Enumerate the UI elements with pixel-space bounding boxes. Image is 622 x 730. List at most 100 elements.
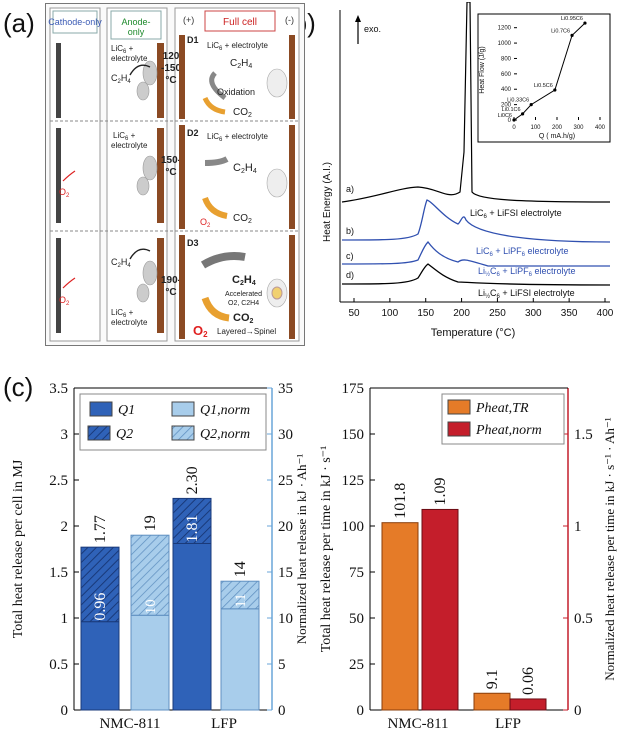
col-header-cathode: Cathode-only (48, 17, 102, 27)
polarity-minus: (-) (285, 15, 294, 25)
inset-point (583, 21, 587, 25)
curve-b (341, 199, 611, 243)
inset-point-label: Li0.5C6 (534, 83, 553, 89)
x-tick-label: 400 (597, 308, 614, 319)
product-d1: CO2 (233, 107, 252, 119)
legend: Pheat,TR Pheat,norm (441, 393, 565, 445)
bar-q2 (172, 497, 212, 544)
col-header-full-cell: Full cell (223, 17, 257, 28)
x-tick-label: 100 (382, 308, 399, 319)
inset-y-tick-label: 0 (508, 118, 512, 124)
y-tick-label-left: 0.5 (49, 657, 68, 673)
legend: Q1 Q1,norm Q2 Q2,norm (79, 393, 267, 451)
curve-label-a: LiC6 + LiFSI electrolyte (470, 208, 562, 220)
inset-y-tick-label: 1200 (498, 26, 512, 32)
y-tick-label-right: 25 (278, 473, 293, 489)
curve-label-b: LiC6 + LiPF6 electrolyte (476, 246, 569, 258)
y-tick-label-left: 100 (342, 519, 365, 535)
curve-d (341, 263, 611, 286)
inset-y-tick-label: 200 (501, 103, 512, 109)
legend-label: Q2 (116, 427, 133, 442)
inset-x-tick-label: 400 (595, 125, 606, 131)
inset-point (512, 118, 516, 122)
bar-q1-norm (220, 608, 260, 711)
x-tick-label: 200 (453, 308, 470, 319)
y-tick-label-right: 1 (574, 519, 582, 535)
bar-label-pheat-norm: 0.06 (520, 667, 537, 695)
bottom-d3: Layered→Spinel (217, 327, 276, 336)
polarity-plus: (+) (183, 15, 194, 25)
bar-pheat-norm (421, 508, 459, 711)
inset-y-tick-label: 600 (501, 72, 512, 78)
curve-label-c: Li½C6 + LiPF6 electrolyte (478, 266, 576, 278)
legend-swatch (171, 425, 195, 441)
y-tick-label-left: 150 (342, 427, 365, 443)
y-axis-label-right: Normalized heat release per time in kJ ·… (602, 417, 617, 680)
legend-label: Pheat,norm (475, 423, 542, 438)
cathode-electrode-1 (56, 43, 61, 118)
inset-y-tick-label: 800 (501, 56, 512, 62)
product-d3: CO2 (233, 312, 254, 325)
inset-x-tick-label: 300 (573, 125, 584, 131)
inset-point-label: Li0.1C6 (502, 107, 521, 113)
x-tick-label: 250 (489, 308, 506, 319)
bar-q1-norm (130, 614, 170, 711)
curve-label-d: Li½C6 + LiFSI electrolyte (478, 288, 575, 300)
temp-d3: 190-°C (161, 275, 181, 298)
y-tick-label-left: 175 (342, 381, 365, 397)
panel-c-heat-release-chart: 0 0.5 1 1.5 2 2.5 3 3.5 0 5 10 15 20 25 30 35 Total heat… (11, 381, 309, 730)
x-tick-label: 50 (348, 308, 360, 319)
y-tick-label-left: 0 (357, 703, 365, 719)
panel-a-schematic: Cathode-only Anode-only Full cell (+) (-… (45, 3, 305, 346)
legend-swatch (447, 399, 471, 415)
x-tick-label: 350 (561, 308, 578, 319)
full-gas-d2: C2H4 (233, 162, 257, 175)
bar-pheat-norm (509, 698, 547, 711)
exo-label: exo. (364, 24, 381, 34)
y-tick-label-right: 35 (278, 381, 293, 397)
bar-q2-norm (220, 580, 260, 610)
legend-swatch (447, 421, 471, 437)
y-tick-label-left: 3.5 (49, 381, 68, 397)
y-axis-label-left: Total heat release per time in kJ · s⁻¹ (319, 446, 334, 653)
y-tick-label-left: 3 (61, 427, 69, 443)
panel-c-heat-rate-chart: 0 25 50 75 100 125 150 175 0 0.5 1 1.5 Total heat re… (319, 381, 617, 730)
inset-point-label: Li0C6 (498, 113, 512, 119)
reaction-d1: Oxidation (217, 87, 255, 97)
bar-total-left: 2.30 (184, 466, 201, 494)
inset-xlabel: Q ( mA.h/g) (539, 133, 575, 140)
bar-q1 (172, 542, 212, 711)
inset-y-tick-label: 1000 (498, 41, 512, 47)
curve-a (341, 2, 611, 203)
legend-swatch (87, 425, 111, 441)
legend-label: Q1,norm (200, 403, 250, 418)
curve-tag-d: d) (346, 270, 354, 280)
y-tick-label-left: 2.5 (49, 473, 68, 489)
inset-point (521, 112, 525, 116)
anode-gas-3: C2H4 (111, 257, 131, 269)
cathode-o2-row3: O2 (59, 295, 70, 307)
y-tick-label-right: 0.5 (574, 611, 593, 627)
bar-pheat-tr (473, 692, 511, 711)
y-tick-label-right: 0 (574, 703, 582, 719)
inset-y-tick-label: 400 (501, 87, 512, 93)
bar-label-q1-norm: 11 (233, 593, 249, 607)
bar-pheat-tr (381, 522, 419, 711)
y-tick-label-right: 20 (278, 519, 293, 535)
row-id-d2: D2 (187, 128, 199, 138)
bar-total-left: 1.77 (92, 515, 109, 543)
x-tick-label: 300 (525, 308, 542, 319)
col-header-anode: Anode-only (121, 17, 150, 37)
inset-x-tick-label: 0 (512, 125, 516, 131)
panel-b-ylabel: Heat Energy (A.I.) (322, 162, 333, 242)
bar-label-pheat-norm: 1.09 (432, 477, 449, 505)
y-tick-label-left: 2 (61, 519, 69, 535)
inset-x-tick-label: 200 (552, 125, 563, 131)
y-tick-label-left: 75 (349, 565, 364, 581)
panel-label-c: (c) (3, 372, 34, 402)
row-id-d3: D3 (187, 238, 199, 248)
bar-label-q1-norm: 10 (143, 599, 159, 614)
cathode-electrode-2 (56, 128, 61, 223)
curve-tag-b: b) (346, 226, 354, 236)
y-tick-label-left: 25 (349, 657, 364, 673)
